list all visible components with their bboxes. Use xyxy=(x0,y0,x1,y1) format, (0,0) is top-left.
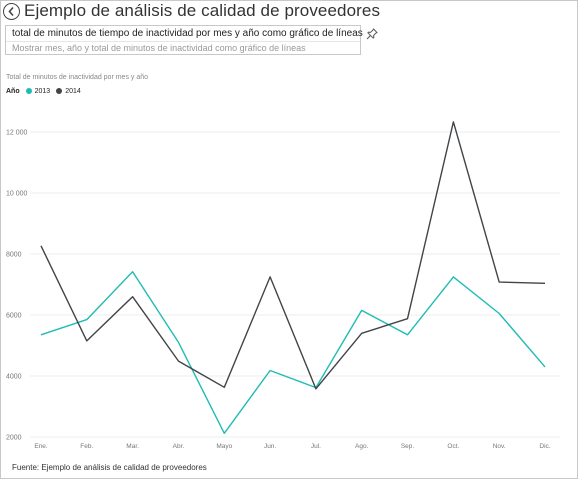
x-tick-label: Feb. xyxy=(80,443,93,450)
back-button[interactable] xyxy=(3,3,20,20)
y-tick-label: 8000 xyxy=(6,252,22,259)
y-tick-label: 12 000 xyxy=(6,130,28,137)
qa-suggestion[interactable]: Mostrar mes, año y total de minutos de i… xyxy=(12,43,306,53)
chevron-left-icon xyxy=(8,6,14,17)
y-tick-label: 2000 xyxy=(6,435,22,442)
qa-input[interactable]: total de minutos de tiempo de inactivida… xyxy=(12,28,363,39)
y-tick-label: 10 000 xyxy=(6,191,28,198)
y-tick-label: 4000 xyxy=(6,374,22,381)
series-line-2013 xyxy=(40,271,546,434)
x-tick-label: Ago. xyxy=(355,443,369,450)
legend-label-2013: 2013 xyxy=(34,87,51,95)
y-tick-label: 6000 xyxy=(6,313,22,320)
x-tick-label: Jul. xyxy=(311,443,321,450)
x-tick-label: Nov. xyxy=(493,443,506,450)
legend-title: Año xyxy=(6,87,20,95)
x-tick-label: Mar. xyxy=(126,443,139,450)
legend-item-2013[interactable]: 2013 xyxy=(25,87,51,95)
legend-dot-2013 xyxy=(25,88,32,94)
source-footer: Fuente: Ejemplo de análisis de calidad d… xyxy=(12,463,207,472)
qa-box[interactable]: total de minutos de tiempo de inactivida… xyxy=(5,25,363,55)
legend-label-2014: 2014 xyxy=(65,87,81,95)
x-tick-label: Dic. xyxy=(539,443,550,450)
qa-divider xyxy=(6,41,360,42)
chart-legend: Año 2013 2014 xyxy=(6,86,87,96)
series-line-2014 xyxy=(40,121,546,390)
chart-title: Total de minutos de inactividad por mes … xyxy=(6,74,149,81)
x-tick-label: Mayo xyxy=(216,443,232,450)
x-tick-label: Abr. xyxy=(173,443,185,450)
x-tick-label: Oct. xyxy=(447,443,459,450)
x-tick-label: Sep. xyxy=(401,443,415,450)
legend-dot-2014 xyxy=(56,88,63,94)
x-tick-label: Ene. xyxy=(34,443,48,450)
header: Ejemplo de análisis de calidad de provee… xyxy=(0,0,578,24)
page-title: Ejemplo de análisis de calidad de provee… xyxy=(24,1,381,20)
x-tick-label: Jun. xyxy=(264,443,276,450)
pin-icon[interactable] xyxy=(366,27,378,40)
legend-item-2014[interactable]: 2014 xyxy=(56,88,81,95)
